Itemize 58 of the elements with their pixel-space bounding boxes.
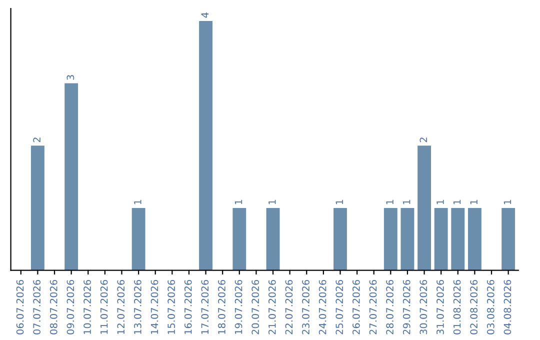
x-tick-label: 26.07.2026 xyxy=(352,280,360,334)
bar xyxy=(451,208,465,270)
x-tick-label: 14.07.2026 xyxy=(150,280,158,334)
bar xyxy=(502,208,516,270)
data-label: 1 xyxy=(386,200,394,204)
data-label: 1 xyxy=(403,200,410,204)
bar xyxy=(418,146,431,270)
x-tick-label: 01.08.2026 xyxy=(453,280,461,334)
x-tick-label: 08.07.2026 xyxy=(50,280,58,334)
data-label: 1 xyxy=(504,200,511,204)
bar xyxy=(468,208,482,270)
x-tick-label: 16.07.2026 xyxy=(184,280,192,334)
bar xyxy=(384,208,398,270)
x-tick-label: 22.07.2026 xyxy=(285,280,293,334)
x-tick-label: 27.07.2026 xyxy=(369,280,377,334)
x-tick-label: 28.07.2026 xyxy=(386,280,394,334)
bar xyxy=(266,208,280,270)
x-tick-label: 15.07.2026 xyxy=(168,280,175,334)
x-tick-label: 09.07.2026 xyxy=(66,280,74,334)
bar xyxy=(434,208,448,270)
data-label: 3 xyxy=(66,75,74,80)
x-tick-label: 17.07.2026 xyxy=(201,280,209,334)
bar xyxy=(132,208,146,270)
data-label: 4 xyxy=(201,12,208,18)
bar xyxy=(232,208,246,270)
x-tick-label: 11.07.2026 xyxy=(100,280,108,334)
x-tick-label: 06.07.2026 xyxy=(16,280,24,334)
x-tick-label: 12.07.2026 xyxy=(117,280,125,334)
bar xyxy=(64,83,78,270)
x-tick-label: 04.08.2026 xyxy=(504,280,512,334)
data-label: 1 xyxy=(336,200,343,204)
data-label: 2 xyxy=(33,138,40,142)
x-tick-label: 29.07.2026 xyxy=(402,280,410,334)
data-label: 2 xyxy=(420,138,427,142)
data-label: 1 xyxy=(453,200,461,204)
x-tick-label: 24.07.2026 xyxy=(318,280,326,334)
data-label: 1 xyxy=(470,200,478,204)
bar xyxy=(199,20,212,270)
x-tick-label: 18.07.2026 xyxy=(218,280,226,334)
bar xyxy=(334,208,347,270)
x-tick-label: 21.07.2026 xyxy=(268,280,276,334)
x-tick-label: 02.08.2026 xyxy=(470,280,478,334)
x-tick-label: 25.07.2026 xyxy=(336,280,344,334)
x-tick-label: 07.07.2026 xyxy=(33,280,41,334)
x-tick-label: 13.07.2026 xyxy=(134,280,142,334)
x-tick-label: 19.07.2026 xyxy=(234,280,242,334)
bar xyxy=(400,208,414,270)
x-tick-label: 03.08.2026 xyxy=(486,280,494,334)
x-tick-label: 23.07.2026 xyxy=(302,280,310,334)
data-label: 1 xyxy=(436,200,444,204)
x-tick-label: 31.07.2026 xyxy=(436,280,444,334)
x-tick-label: 10.07.2026 xyxy=(84,280,91,334)
x-tick-label: 30.07.2026 xyxy=(420,280,428,334)
data-label: 1 xyxy=(234,200,242,204)
bar xyxy=(30,146,44,270)
data-label: 1 xyxy=(134,200,142,204)
data-label: 1 xyxy=(268,200,276,204)
x-tick-label: 20.07.2026 xyxy=(252,280,260,334)
